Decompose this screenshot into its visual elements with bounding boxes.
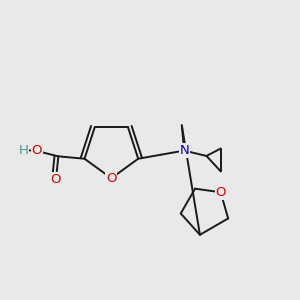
Text: O: O: [215, 186, 226, 199]
Text: O: O: [106, 172, 117, 185]
Text: O: O: [32, 145, 42, 158]
Text: N: N: [179, 144, 189, 157]
Text: H: H: [19, 144, 28, 157]
Text: O: O: [51, 173, 61, 186]
